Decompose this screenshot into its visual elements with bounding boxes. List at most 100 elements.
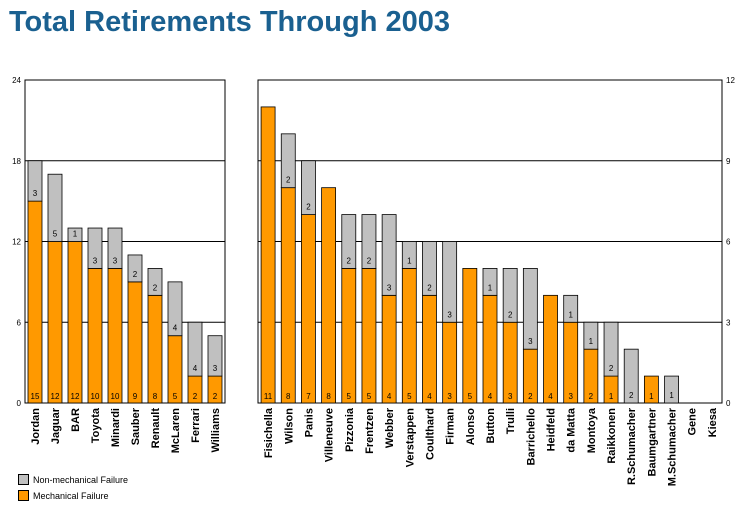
teams-category-label: Minardi [110,408,122,447]
teams-category-label: Toyota [90,407,102,443]
teams-bar-mechanical [67,241,83,404]
drivers-value-label-mechanical: 1 [609,392,614,401]
drivers-value-label-non-mechanical: 3 [387,283,392,292]
teams-value-label-non-mechanical: 5 [53,230,58,239]
drivers-ytick-label: 12 [726,76,735,85]
drivers-category-label: R.Schumacher [626,407,638,485]
drivers-bar-non-mechanical [422,241,437,296]
teams-category-label: Sauber [130,407,142,445]
drivers-bar-mechanical [321,187,337,404]
drivers-bar-non-mechanical [401,241,417,269]
legend-label-mechanical: Mechanical Failure [33,490,109,501]
drivers-value-label-mechanical: 5 [367,392,372,401]
drivers-bar-non-mechanical [583,321,599,350]
drivers-value-label-mechanical: 11 [264,392,273,401]
drivers-value-label-non-mechanical: 2 [629,391,634,400]
teams-bar-mechanical [147,294,163,404]
drivers-category-label: Alonso [465,408,477,446]
teams-value-label-non-mechanical: 3 [33,189,38,198]
drivers-bar-non-mechanical [341,214,357,269]
drivers-bar-mechanical [543,294,558,404]
teams-bar-mechanical [107,268,123,404]
teams-value-label-mechanical: 5 [173,392,178,401]
drivers-bar-mechanical [442,321,458,404]
drivers-bar-mechanical [301,214,316,404]
drivers-category-label: Panis [303,408,315,437]
drivers-value-label-mechanical: 3 [508,392,513,401]
drivers-value-label-mechanical: 4 [548,392,553,401]
teams-value-label-non-mechanical: 2 [133,270,138,279]
teams-bar-non-mechanical [47,173,63,242]
drivers-bar-mechanical [563,321,579,404]
teams-category-label: Williams [210,408,222,453]
drivers-ytick-label: 0 [726,399,731,408]
drivers-bar-non-mechanical [502,268,518,323]
drivers-value-label-mechanical: 5 [407,392,412,401]
drivers-bar-non-mechanical [664,375,679,404]
drivers-bar-mechanical [422,294,437,404]
drivers-value-label-non-mechanical: 3 [447,310,452,319]
drivers-value-label-non-mechanical: 2 [427,283,432,292]
drivers-bar-mechanical [482,294,498,404]
teams-bar-non-mechanical [187,321,203,377]
drivers-bar-mechanical [401,268,417,404]
drivers-ytick-label: 6 [726,238,731,247]
drivers-value-label-mechanical: 8 [286,392,291,401]
teams-category-label: McLaren [170,408,182,454]
drivers-category-label: Button [485,408,497,444]
teams-bar-mechanical [127,281,143,404]
drivers-bar-mechanical [462,268,478,404]
teams-bar-non-mechanical [147,268,163,296]
drivers-value-label-mechanical: 4 [427,392,432,401]
drivers-bar-non-mechanical [381,214,397,296]
drivers-bar-non-mechanical [603,321,619,377]
drivers-category-label: Firman [445,408,457,445]
drivers-bar-mechanical [643,375,659,404]
drivers-value-label-mechanical: 7 [306,392,311,401]
drivers-value-label-non-mechanical: 1 [407,256,412,265]
drivers-category-label: Baumgartner [646,407,658,476]
teams-bar-non-mechanical [67,227,83,242]
drivers-value-label-mechanical: 3 [447,392,452,401]
drivers-value-label-non-mechanical: 2 [306,203,311,212]
teams-value-label-non-mechanical: 3 [113,256,118,265]
drivers-bar-non-mechanical [442,241,458,323]
drivers-category-label: Fisichella [263,407,275,458]
teams-value-label-mechanical: 10 [91,392,100,401]
teams-value-label-mechanical: 2 [213,392,218,401]
teams-bar-non-mechanical [167,281,183,337]
teams-bar-non-mechanical [107,227,123,269]
teams-value-label-non-mechanical: 2 [153,283,158,292]
drivers-value-label-non-mechanical: 2 [367,256,372,265]
drivers-category-label: M.Schumacher [667,407,679,486]
drivers-value-label-mechanical: 8 [326,392,331,401]
teams-value-label-mechanical: 8 [153,392,158,401]
drivers-bar-mechanical [341,268,357,404]
drivers-value-label-non-mechanical: 2 [508,310,513,319]
teams-value-label-mechanical: 12 [51,392,60,401]
teams-value-label-mechanical: 10 [111,392,120,401]
drivers-bar-mechanical [381,294,397,404]
drivers-value-label-non-mechanical: 1 [589,337,594,346]
drivers-category-label: Verstappen [404,408,416,468]
teams-category-label: Jordan [30,408,42,445]
drivers-value-label-mechanical: 5 [347,392,352,401]
teams-ytick-label: 0 [17,399,22,408]
teams-value-label-non-mechanical: 3 [93,256,98,265]
drivers-category-label: Trulli [505,408,517,434]
drivers-value-label-mechanical: 4 [387,392,392,401]
drivers-value-label-non-mechanical: 2 [286,176,291,185]
chart-title: Total Retirements Through 2003 [9,6,450,38]
drivers-category-label: Heidfeld [546,408,558,451]
legend-item-non-mechanical: Non-mechanical Failure [18,474,128,485]
drivers-category-label: Frentzen [364,408,376,454]
teams-value-label-non-mechanical: 4 [193,364,198,373]
drivers-bar-mechanical [502,321,518,404]
drivers-category-label: Webber [384,407,396,448]
drivers-bar-mechanical [260,106,276,404]
teams-category-label: Renault [150,408,162,449]
teams-bar-mechanical [27,200,43,404]
drivers-category-label: Coulthard [424,408,436,460]
drivers-value-label-non-mechanical: 2 [347,256,352,265]
